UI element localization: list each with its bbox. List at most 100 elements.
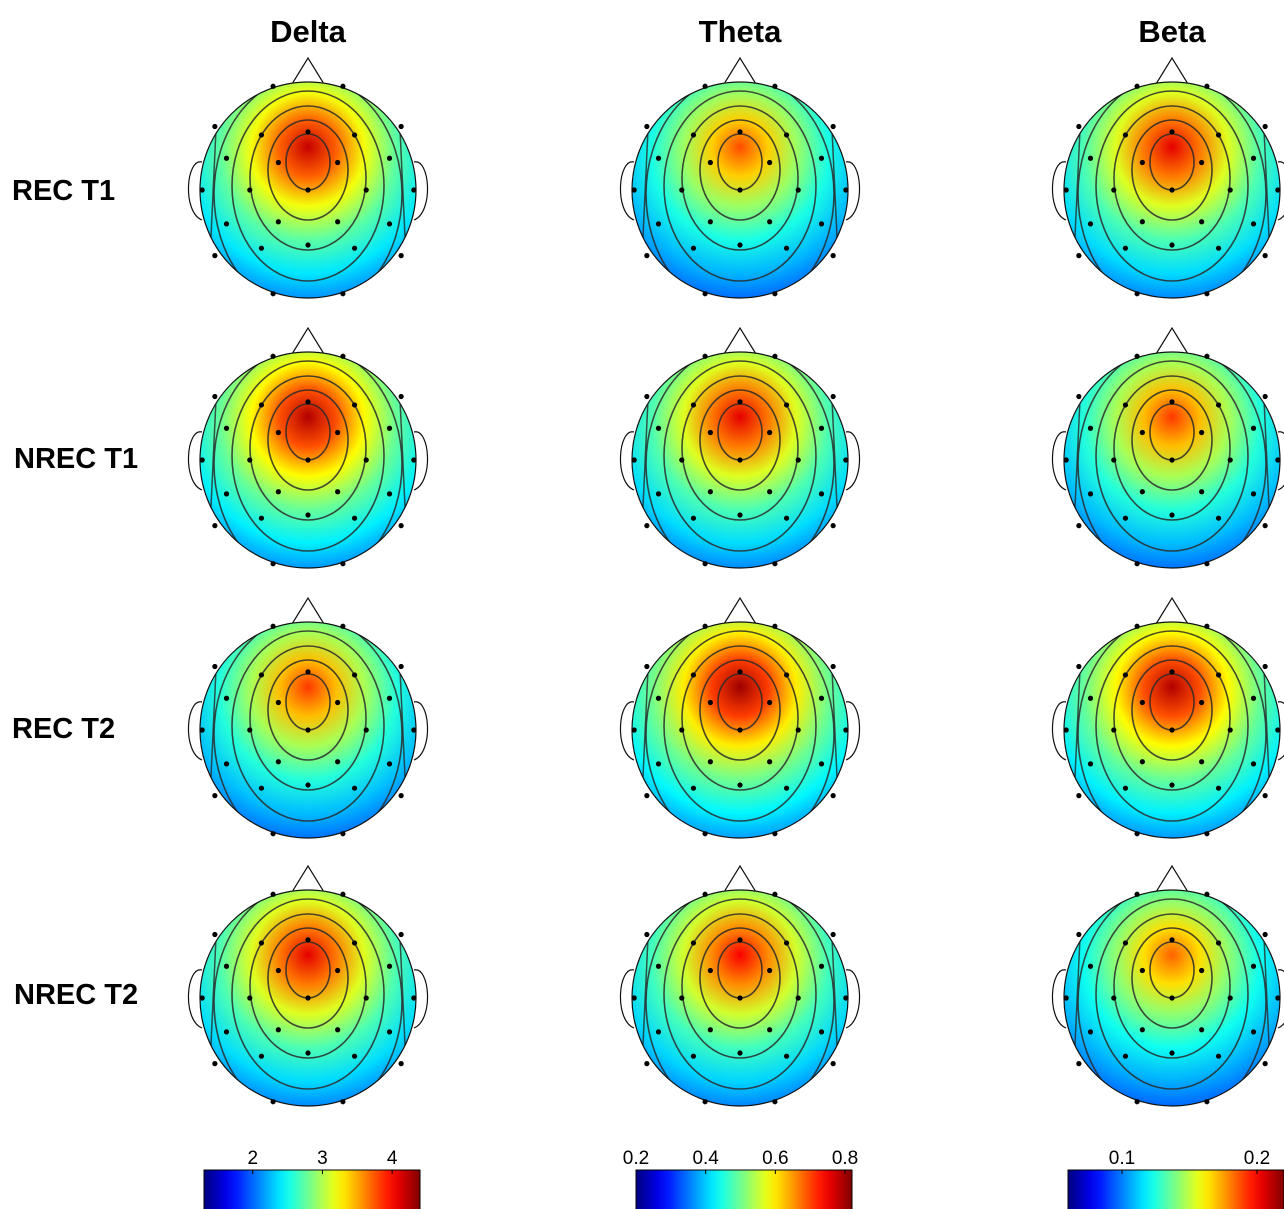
electrode-dot bbox=[830, 253, 836, 259]
contour-line bbox=[249, 913, 367, 1059]
electrode-dot bbox=[1063, 727, 1069, 733]
electrode-dot bbox=[783, 940, 790, 946]
electrode-dot bbox=[386, 761, 393, 767]
electrode-dot bbox=[702, 623, 708, 629]
electrode-dot bbox=[199, 995, 205, 1001]
nose-icon bbox=[723, 596, 757, 625]
electrode-dot bbox=[223, 761, 230, 767]
electrode-dot bbox=[772, 353, 778, 359]
electrode-dot bbox=[1199, 967, 1205, 974]
right-ear-icon bbox=[413, 431, 429, 491]
electrode-dot bbox=[830, 123, 836, 130]
electrode-dot bbox=[223, 491, 230, 497]
electrode-dot bbox=[411, 187, 417, 193]
electrode-dot bbox=[702, 353, 708, 359]
electrode-dot bbox=[1169, 1050, 1175, 1056]
electrode-dot bbox=[737, 457, 743, 463]
electrode-dot bbox=[1262, 793, 1268, 799]
contour-line bbox=[1077, 82, 1267, 298]
topomap-theta-0 bbox=[619, 56, 861, 299]
contour-line bbox=[1095, 360, 1249, 552]
electrode-dot bbox=[631, 995, 637, 1001]
electrode-dot bbox=[386, 221, 393, 227]
right-ear-icon bbox=[413, 969, 429, 1029]
nose-icon bbox=[723, 864, 757, 893]
electrode-dot bbox=[783, 245, 790, 251]
electrode-dot bbox=[275, 429, 281, 436]
contour-line bbox=[249, 375, 367, 521]
electrode-dot bbox=[655, 963, 662, 969]
electrode-dot bbox=[258, 132, 265, 138]
left-ear-icon bbox=[1051, 701, 1067, 761]
electrode-dot bbox=[1122, 785, 1129, 791]
electrode-dot bbox=[1169, 995, 1175, 1001]
electrode-dot bbox=[772, 831, 778, 837]
electrode-dot bbox=[1215, 672, 1222, 678]
electrode-dot bbox=[818, 695, 825, 701]
electrode-dot bbox=[818, 425, 825, 431]
left-ear-icon bbox=[187, 161, 203, 221]
column-title-theta: Theta bbox=[699, 14, 782, 49]
electrode-dot bbox=[305, 512, 311, 518]
electrode-dot bbox=[1063, 187, 1069, 193]
electrode-dot bbox=[767, 759, 773, 765]
topomap-theta-2 bbox=[619, 596, 861, 839]
electrode-dot bbox=[351, 940, 358, 946]
electrode-dot bbox=[1204, 1099, 1210, 1105]
contour-line bbox=[1131, 659, 1213, 761]
electrode-dot bbox=[1215, 1053, 1222, 1059]
electrode-dot bbox=[1111, 457, 1117, 463]
electrode-dot bbox=[795, 727, 801, 733]
electrode-dot bbox=[702, 83, 708, 89]
electrode-dot bbox=[707, 1027, 713, 1033]
electrode-dot bbox=[340, 83, 346, 89]
colorbar-gradient bbox=[203, 1169, 421, 1209]
electrode-dot bbox=[1134, 891, 1140, 897]
electrode-dot bbox=[386, 425, 393, 431]
right-ear-icon bbox=[413, 701, 429, 761]
electrode-dot bbox=[1275, 457, 1281, 463]
electrode-dot bbox=[737, 242, 743, 248]
left-ear-icon bbox=[619, 969, 635, 1029]
colorbar-gradient bbox=[1067, 1169, 1284, 1209]
contour-line bbox=[681, 375, 799, 521]
electrode-dot bbox=[335, 429, 341, 436]
electrode-dot bbox=[340, 623, 346, 629]
electrode-dot bbox=[1122, 402, 1129, 408]
electrode-dot bbox=[351, 245, 358, 251]
topomap-delta-1 bbox=[187, 326, 429, 569]
electrode-dot bbox=[1204, 891, 1210, 897]
electrode-dot bbox=[644, 663, 650, 670]
electrode-dot bbox=[1076, 393, 1082, 400]
electrode-dot bbox=[340, 561, 346, 567]
electrode-dot bbox=[1111, 727, 1117, 733]
electrode-dot bbox=[1139, 429, 1145, 436]
electrode-dot bbox=[1087, 761, 1094, 767]
topomap-beta-2 bbox=[1051, 596, 1284, 839]
electrode-dot bbox=[737, 129, 743, 135]
electrode-dot bbox=[783, 132, 790, 138]
electrode-dot bbox=[340, 891, 346, 897]
electrode-dot bbox=[1169, 782, 1175, 788]
colorbar-tick-label: 0.4 bbox=[692, 1148, 719, 1169]
left-ear-icon bbox=[187, 701, 203, 761]
electrode-dot bbox=[398, 393, 404, 400]
electrode-dot bbox=[737, 782, 743, 788]
electrode-dot bbox=[1087, 491, 1094, 497]
electrode-dot bbox=[772, 291, 778, 297]
column-title-beta: Beta bbox=[1138, 14, 1206, 49]
electrode-dot bbox=[1199, 759, 1205, 765]
electrode-dot bbox=[702, 1099, 708, 1105]
electrode-dot bbox=[707, 159, 713, 166]
electrode-dot bbox=[1063, 995, 1069, 1001]
electrode-dot bbox=[1250, 1029, 1257, 1035]
electrode-dot bbox=[655, 1029, 662, 1035]
colorbar-beta: 0.1 0.2 bbox=[1067, 1148, 1284, 1209]
electrode-dot bbox=[830, 663, 836, 670]
electrode-dot bbox=[363, 995, 369, 1001]
electrode-dot bbox=[767, 429, 773, 436]
electrode-dot bbox=[386, 695, 393, 701]
electrode-dot bbox=[690, 245, 697, 251]
electrode-dot bbox=[275, 159, 281, 166]
contour-line bbox=[249, 645, 367, 791]
